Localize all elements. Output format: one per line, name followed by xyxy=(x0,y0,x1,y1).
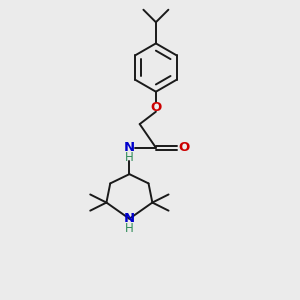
Text: N: N xyxy=(124,212,135,225)
Text: O: O xyxy=(150,100,161,113)
Text: N: N xyxy=(124,141,135,154)
Text: H: H xyxy=(125,151,134,164)
Text: O: O xyxy=(178,141,189,154)
Text: H: H xyxy=(125,222,134,235)
